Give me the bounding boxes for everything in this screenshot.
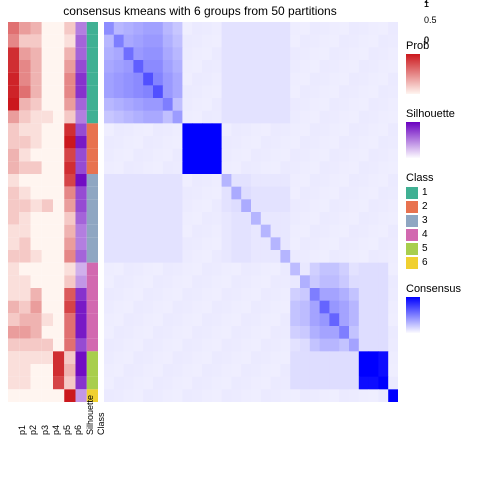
legend-class-item-5: 5 xyxy=(406,242,496,255)
legend-class-swatch xyxy=(406,243,418,255)
legend-class-label: 3 xyxy=(422,215,428,226)
x-label-p3: p3 xyxy=(40,425,50,435)
x-label-p2: p2 xyxy=(28,425,38,435)
x-label-class: Class xyxy=(96,412,106,435)
legend-silhouette: Silhouette 01 xyxy=(406,108,496,158)
legend-class-title: Class xyxy=(406,172,496,184)
x-label-silhouette: Silhouette xyxy=(85,395,95,435)
legend-class-swatch xyxy=(406,257,418,269)
x-label-p1: p1 xyxy=(17,425,27,435)
legend-silhouette-gradient xyxy=(406,122,420,158)
legend-class-item-2: 2 xyxy=(406,200,496,213)
x-label-p6: p6 xyxy=(73,425,83,435)
legend-class-item-3: 3 xyxy=(406,214,496,227)
legend-class-label: 4 xyxy=(422,229,428,240)
consensus-heatmap xyxy=(8,22,398,402)
legend-class: Class 1 2 3 4 5 6 xyxy=(406,172,496,269)
legend-consensus-ticks: 01 xyxy=(424,4,488,40)
x-label-p4: p4 xyxy=(51,425,61,435)
legend-consensus-gradient xyxy=(406,297,420,333)
legend-class-label: 6 xyxy=(422,257,428,268)
legend-class-swatch xyxy=(406,215,418,227)
legend-class-label: 1 xyxy=(422,187,428,198)
legend-consensus: Consensus 01 xyxy=(406,283,496,333)
legend-silhouette-title: Silhouette xyxy=(406,108,496,120)
legend-prob-title: Prob xyxy=(406,40,496,52)
legend-class-swatch xyxy=(406,187,418,199)
legend-consensus-title: Consensus xyxy=(406,283,496,295)
legend-class-label: 5 xyxy=(422,243,428,254)
x-label-p5: p5 xyxy=(62,425,72,435)
legend-class-label: 2 xyxy=(422,201,428,212)
legend-prob-gradient xyxy=(406,54,420,94)
heatmap-area xyxy=(8,22,398,402)
legend-class-item-6: 6 xyxy=(406,256,496,269)
legend-class-swatch xyxy=(406,201,418,213)
legend-class-swatch xyxy=(406,229,418,241)
legend-prob: Prob 00.51 xyxy=(406,40,496,94)
legends-panel: Prob 00.51 Silhouette 01 Class 1 2 3 4 5 6 Co… xyxy=(406,40,496,347)
x-axis-labels: p1p2p3p4p5p6SilhouetteClass xyxy=(8,405,398,465)
legend-class-items: 1 2 3 4 5 6 xyxy=(406,186,496,269)
chart-title: consensus kmeans with 6 groups from 50 p… xyxy=(0,4,400,18)
legend-class-item-4: 4 xyxy=(406,228,496,241)
legend-class-item-1: 1 xyxy=(406,186,496,199)
